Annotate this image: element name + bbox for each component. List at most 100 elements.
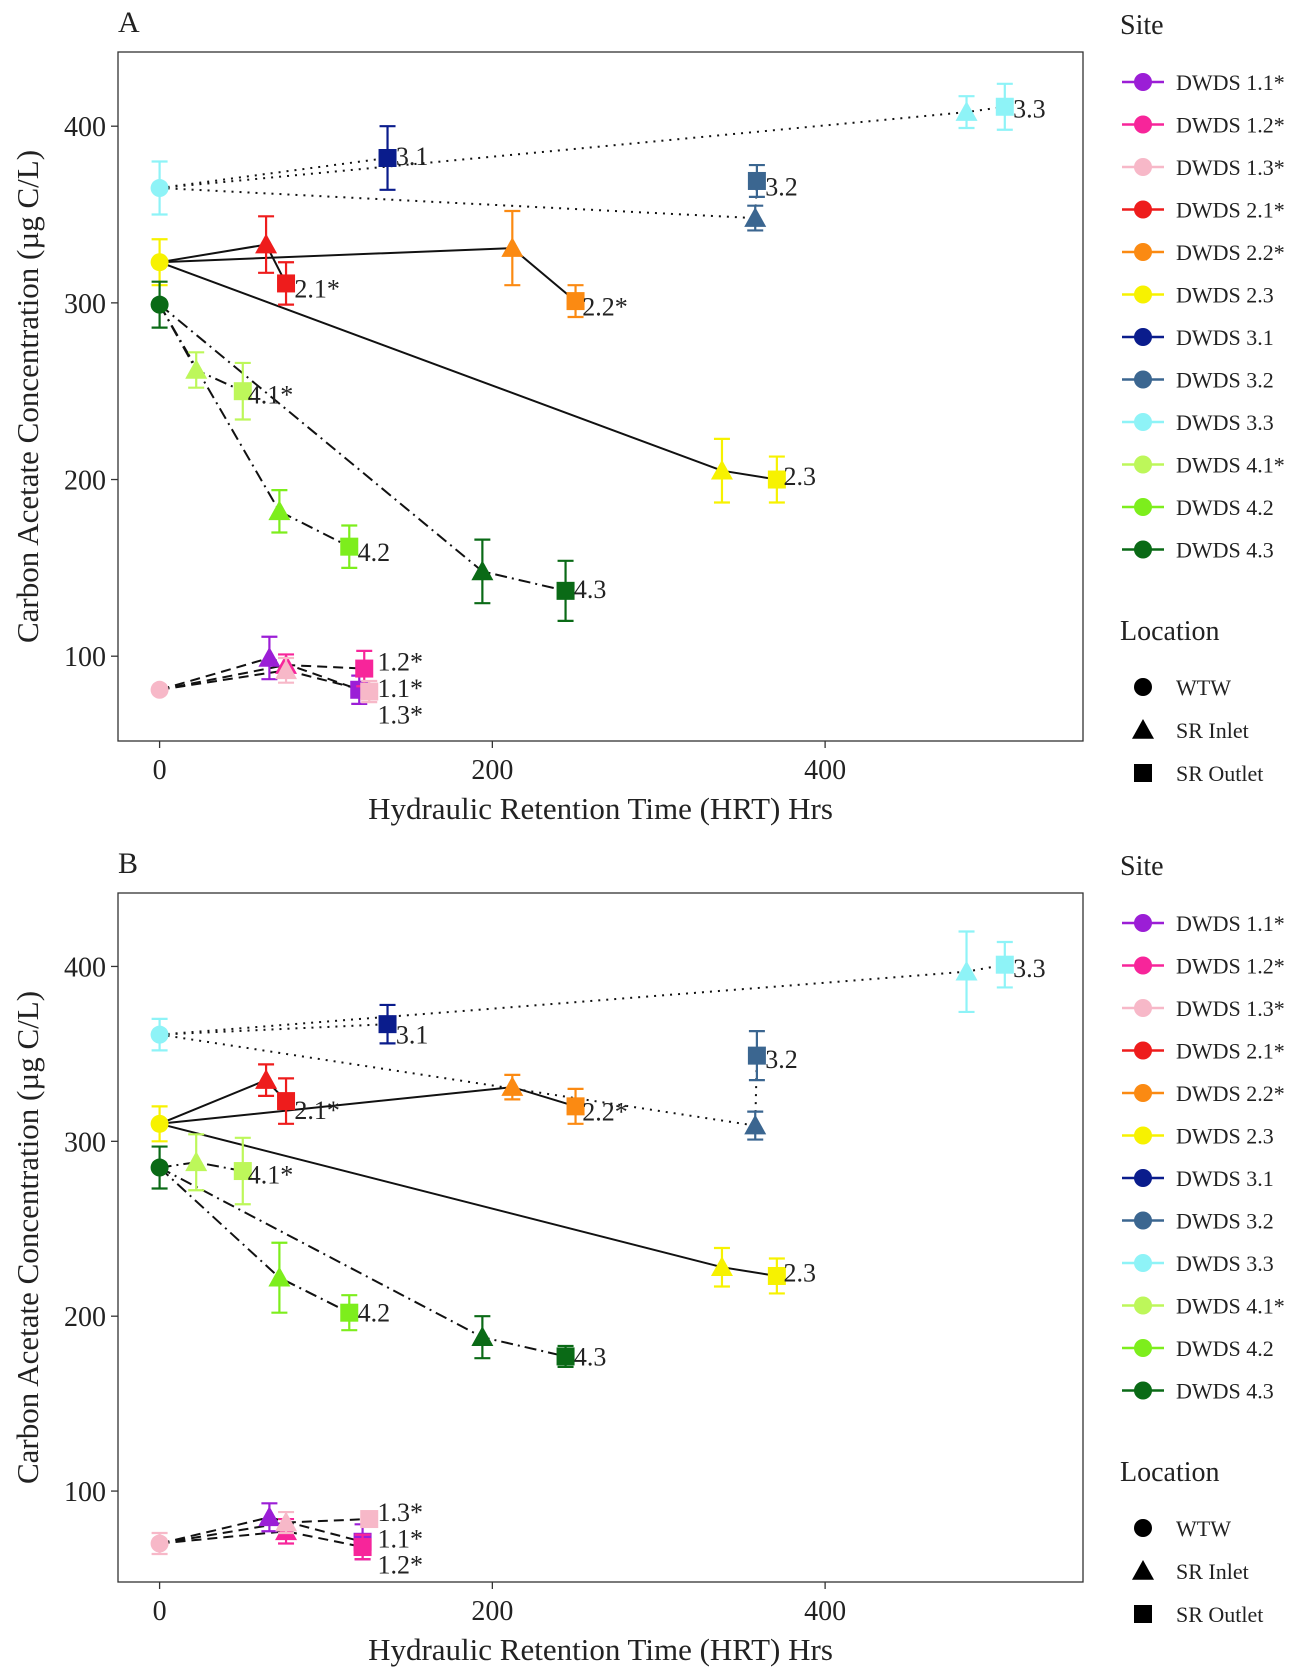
point-annotation: 2.3 [784,462,817,491]
data-point [150,295,169,314]
data-point [340,537,359,556]
panel-letter: A [118,6,140,39]
point-annotation: 1.1* [378,1524,424,1553]
point-annotation: 3.3 [1013,95,1045,124]
legend: Site DWDS 1.1* DWDS 1.2* DWDS 1.3* DWDS 2.1*… [1120,851,1285,1627]
connection-line [159,1166,566,1358]
point-annotation: 1.2* [378,648,424,677]
data-point [955,101,978,121]
legend-site-marker [1134,243,1152,261]
point-annotation: 2.1* [294,275,340,304]
point-annotation: 1.3* [378,701,424,730]
legend-site-marker [1134,370,1152,389]
x-tick-label: 400 [804,755,846,786]
data-point [277,274,296,293]
point-annotation: 2.2* [582,292,628,321]
legend-location-marker [1134,1605,1152,1623]
legend-site-marker [1134,1041,1152,1060]
legend: Site DWDS 1.1* DWDS 1.2* DWDS 1.3* DWDS 2.1*… [1120,10,1285,786]
legend-location-marker [1134,1519,1152,1537]
legend-location-marker [1132,1560,1154,1580]
point-annotation: 4.3 [574,575,607,604]
connection-line [159,157,388,189]
legend-site-marker [1134,115,1152,134]
legend-site-label: DWDS 1.1* [1176,70,1285,95]
legend-site-label: DWDS 4.3 [1176,538,1274,563]
legend-site-label: DWDS 2.1* [1176,198,1285,223]
data-point [268,500,291,521]
legend-site-label: DWDS 4.2 [1176,1336,1274,1361]
legend-site-marker [1134,1084,1152,1102]
point-annotation: 4.2 [358,1299,391,1328]
legend-site-marker [1134,914,1152,932]
connection-line [159,1023,388,1036]
data-point [268,1266,291,1287]
x-axis-label: Hydraulic Retention Time (HRT) Hrs [368,791,833,826]
data-point [150,179,169,198]
data-point [471,1326,494,1346]
legend-site-marker [1134,413,1152,431]
data-point [233,1162,252,1181]
point-annotation: 4.1* [248,1161,294,1190]
data-point [378,149,397,167]
legend-site-label: DWDS 2.1* [1176,1039,1285,1064]
data-point [744,207,767,227]
legend-site-label: DWDS 4.1* [1176,1294,1285,1319]
data-point [995,97,1014,116]
data-point [233,382,252,401]
legend-site-label: DWDS 3.2 [1176,368,1274,393]
x-tick-label: 0 [153,1596,167,1627]
data-point [355,659,374,678]
connection-line [158,304,350,548]
x-tick-label: 0 [153,755,167,786]
legend-site-marker [1134,1169,1152,1187]
legend-site-label: DWDS 3.3 [1176,410,1274,435]
legend-site-label: DWDS 2.2* [1176,1081,1285,1106]
point-annotation: 4.1* [248,381,294,410]
legend-site-marker [1134,540,1152,559]
point-annotation: 2.1* [294,1096,340,1125]
data-point [360,1510,379,1529]
plot-frame [117,892,1084,1583]
data-point [744,1114,767,1135]
legend-location-marker [1134,678,1152,696]
legend-site-marker [1134,328,1152,346]
y-axis-label: Carbon Acetate Concentration (µg C/L) [10,150,45,643]
data-point [710,1256,733,1277]
legend-site-title: Site [1120,851,1164,882]
data-point [150,1114,169,1133]
x-tick-label: 200 [471,1596,513,1627]
y-tick-label: 300 [64,289,106,320]
data-point [275,1511,298,1532]
y-tick-label: 100 [64,642,106,673]
legend-site-marker [1134,1211,1152,1230]
connection-line [159,963,1005,1036]
y-tick-label: 300 [64,1127,106,1158]
connection-line [159,1516,363,1545]
legend-site-label: DWDS 1.1* [1176,911,1285,936]
data-point [258,646,281,667]
data-point [275,659,298,680]
connection-line [159,663,365,691]
panel-b: B 100 200 300 400 0 200 400 Hydraulic Retention … [10,847,1084,1667]
data-point [150,253,169,272]
connection-line [159,261,778,481]
point-annotation: 1.1* [378,674,424,703]
legend-site-label: DWDS 1.2* [1176,113,1285,138]
legend-site-label: DWDS 2.2* [1176,240,1285,265]
panel-a: A 100 200 300 400 0 200 400 Hydraulic Retention … [10,6,1084,826]
legend-site-label: DWDS 4.3 [1176,1379,1274,1404]
legend-site-marker [1134,1254,1152,1272]
legend-site-marker [1134,73,1152,91]
data-point [353,1538,372,1557]
connection-line [159,1530,363,1548]
data-point [185,1151,208,1172]
legend-location-label: SR Inlet [1176,718,1249,743]
legend-location-title: Location [1120,1457,1220,1488]
legend-site-marker [1134,200,1152,219]
x-tick-label: 200 [471,755,513,786]
data-point [767,1266,786,1285]
legend-site-marker [1134,158,1152,176]
data-point [378,1015,397,1034]
data-point [150,1158,169,1177]
